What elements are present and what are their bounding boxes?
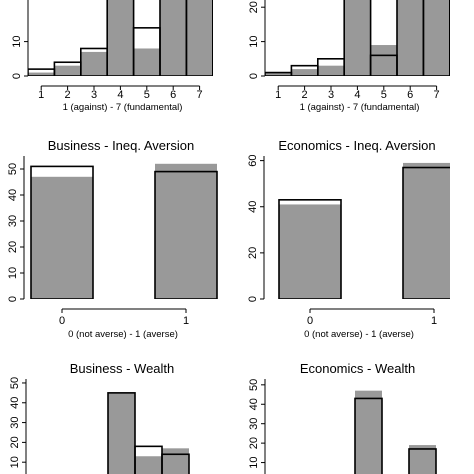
y-tick-label: 40 <box>248 398 260 410</box>
y-tick-label: 60 <box>247 154 259 166</box>
y-tick-label: 20 <box>9 436 21 448</box>
x-tick-label: 0 <box>59 315 65 327</box>
bar-outline-1 <box>154 170 218 299</box>
bar-filled-3 <box>355 390 382 474</box>
chart-title: Economics - Wealth <box>300 361 415 376</box>
bar-filled-2 <box>54 65 81 76</box>
bar-filled-3 <box>317 65 345 76</box>
x-tick-label: 0 <box>307 315 313 327</box>
y-tick-label: 0 <box>248 73 260 79</box>
x-tick-label: 1 <box>38 89 44 101</box>
bar-filled-4 <box>344 0 371 76</box>
y-tick-label: 30 <box>248 418 260 430</box>
y-tick-label: 10 <box>248 35 260 47</box>
x-tick-label: 4 <box>117 89 123 101</box>
bar-filled-6 <box>160 0 187 76</box>
y-tick-label: 10 <box>7 267 19 279</box>
y-tick-label: 30 <box>9 416 21 428</box>
chart-title: Business - Wealth <box>70 361 175 376</box>
x-tick-label: 3 <box>328 89 334 101</box>
y-tick-label: 0 <box>7 296 19 302</box>
y-tick-label: 40 <box>7 189 19 201</box>
y-tick-label: 50 <box>9 377 21 389</box>
chart-panel-p3: Business - Ineq. Aversion 0 10 20 30 40 50 0 1 0 … <box>7 138 218 340</box>
bar-filled-5 <box>370 45 397 76</box>
bar-filled-5 <box>162 448 189 474</box>
bar-filled-1 <box>155 163 217 299</box>
y-tick-label: 0 <box>11 73 23 79</box>
bar-filled-4 <box>135 456 162 474</box>
bar-filled-1 <box>403 162 450 299</box>
x-tick-label: 2 <box>65 89 71 101</box>
chart-title: Business - Ineq. Aversion <box>48 138 194 153</box>
bar-outline-4 <box>343 0 372 76</box>
x-tick-label: 7 <box>197 89 203 101</box>
y-tick-label: 30 <box>7 215 19 227</box>
x-tick-label: 5 <box>381 89 387 101</box>
y-tick-label: 20 <box>7 241 19 253</box>
bar-filled-0 <box>279 204 341 299</box>
bar-outline-5 <box>161 453 190 474</box>
x-axis-label: 0 (not averse) - 1 (averse) <box>304 329 414 340</box>
bar-filled-1 <box>265 72 292 76</box>
bar-filled-3 <box>108 392 135 474</box>
bar-filled-6 <box>397 0 424 76</box>
bar-filled-1 <box>28 72 55 76</box>
bar-filled-4 <box>107 0 134 76</box>
bar-outline-0 <box>30 165 94 299</box>
bar-filled-5 <box>133 48 160 76</box>
x-axis-label: 1 (against) - 7 (fundamental) <box>63 102 183 113</box>
chart-panel-p6: Economics - Wealth 10 20 30 40 50 <box>248 361 437 474</box>
chart-panel-p5: Business - Wealth 10 20 30 40 50 <box>9 361 190 474</box>
x-tick-label: 6 <box>407 89 413 101</box>
x-tick-label: 1 <box>183 315 189 327</box>
x-tick-label: 3 <box>91 89 97 101</box>
chart-panel-p4: Economics - Ineq. Aversion 0 20 40 60 0 1 0 (no… <box>247 138 450 340</box>
y-tick-label: 10 <box>9 456 21 468</box>
bar-outline-5 <box>408 448 437 474</box>
x-tick-label: 4 <box>354 89 360 101</box>
bar-filled-3 <box>80 51 108 76</box>
x-tick-label: 1 <box>431 315 437 327</box>
bar-outline-3 <box>354 397 383 474</box>
bar-outline-7 <box>422 0 450 76</box>
bar-outline-7 <box>185 0 213 76</box>
bar-filled-0 <box>31 176 93 299</box>
x-axis-label: 0 (not averse) - 1 (averse) <box>68 329 178 340</box>
chart-panel-p1: 0 10 1 2 3 4 5 6 7 1 (against) - 7 (fundamental) <box>11 0 213 113</box>
y-tick-label: 10 <box>11 35 23 47</box>
y-tick-label: 50 <box>248 379 260 391</box>
bar-filled-7 <box>186 0 213 76</box>
x-tick-label: 5 <box>144 89 150 101</box>
y-tick-label: 50 <box>7 163 19 175</box>
bar-outline-0 <box>278 199 342 299</box>
bar-outline-3 <box>107 392 136 474</box>
x-tick-label: 2 <box>302 89 308 101</box>
y-tick-label: 20 <box>248 437 260 449</box>
y-tick-label: 20 <box>247 247 259 259</box>
y-tick-label: 40 <box>9 397 21 409</box>
x-tick-label: 6 <box>170 89 176 101</box>
x-tick-label: 1 <box>275 89 281 101</box>
y-tick-label: 20 <box>248 1 260 13</box>
chart-panel-p2: 0 10 20 1 2 3 4 5 6 7 1 (against) - 7 (fundamental… <box>248 0 450 113</box>
bar-filled-7 <box>423 0 450 76</box>
y-tick-label: 0 <box>247 296 259 302</box>
x-axis-label: 1 (against) - 7 (fundamental) <box>300 102 420 113</box>
bar-filled-5 <box>409 445 436 474</box>
bar-filled-2 <box>291 69 318 76</box>
chart-title: Economics - Ineq. Aversion <box>278 138 435 153</box>
y-tick-label: 40 <box>247 201 259 213</box>
bar-outline-1 <box>402 166 450 299</box>
y-tick-label: 10 <box>248 456 260 468</box>
x-tick-label: 7 <box>434 89 440 101</box>
